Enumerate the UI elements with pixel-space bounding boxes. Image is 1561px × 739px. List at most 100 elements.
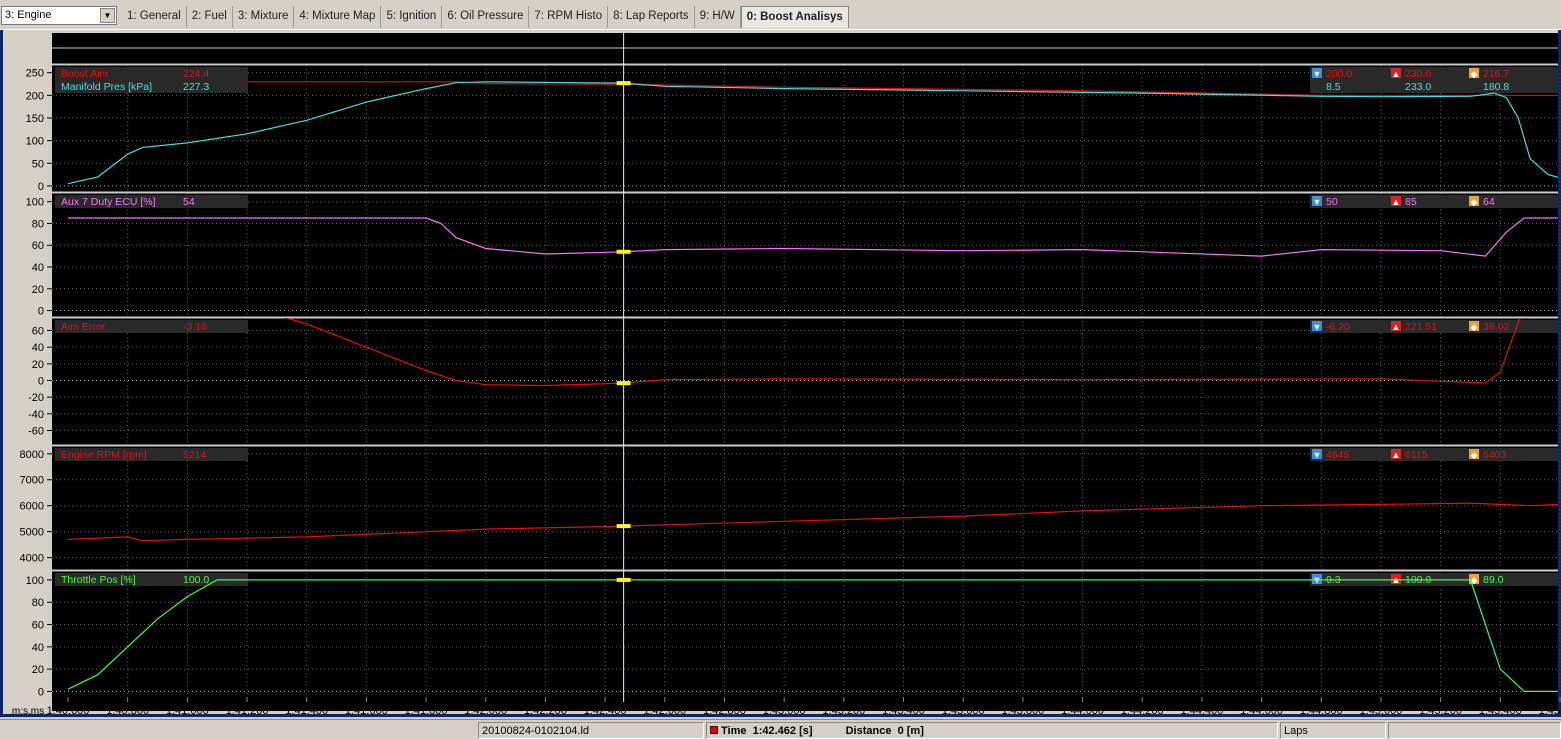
x-tick-label: 1:42.200 [524, 705, 567, 717]
tab-10[interactable]: 0: Boost Analisys [740, 6, 849, 28]
x-tick-label: 1:45.200 [1419, 705, 1462, 717]
stats-box [1310, 448, 1558, 461]
x-tick-label: 1:42.000 [464, 705, 507, 717]
y-tick-label: 50 [32, 158, 44, 170]
y-tick-label: 60 [32, 326, 44, 338]
avg-icon: ◆ [1471, 322, 1478, 332]
legend-box [55, 448, 248, 461]
stats-box [1310, 80, 1558, 93]
chevron-down-icon[interactable]: ▼ [100, 8, 115, 23]
tab-7[interactable]: 7: RPM Histo [529, 6, 609, 28]
min-icon: ▼ [1313, 69, 1322, 79]
x-tick-label: 1:43.000 [763, 705, 806, 717]
y-tick-label: 20 [32, 359, 44, 371]
series-name: Engine RPM [rpm] [61, 449, 147, 461]
y-tick-label: 0 [38, 376, 44, 388]
y-tick-label: 100 [26, 197, 44, 209]
tab-6[interactable]: 6: Oil Pressure [442, 6, 530, 28]
min-icon: ▼ [1313, 450, 1322, 460]
y-tick-label: 40 [32, 642, 44, 654]
tab-8[interactable]: 8: Lap Reports [608, 6, 695, 28]
max-icon: ▲ [1392, 69, 1401, 79]
y-tick-label: 4000 [20, 553, 44, 565]
y-tick-label: 5000 [20, 527, 44, 539]
tab-9[interactable]: 9: H/W [695, 6, 741, 28]
tab-5[interactable]: 5: Ignition [381, 6, 443, 28]
max-icon [1391, 574, 1401, 584]
series-line [67, 502, 1558, 542]
x-tick-label: 1:44.600 [1240, 705, 1283, 717]
max-icon [1391, 321, 1401, 331]
y-tick-label: 150 [26, 113, 44, 125]
min-icon [1312, 449, 1322, 459]
tab-4[interactable]: 4: Mixture Map [294, 6, 382, 28]
y-tick-label: -20 [28, 392, 44, 404]
series-avg: 5403 [1483, 449, 1507, 461]
tab-2[interactable]: 2: Fuel [187, 6, 233, 28]
x-tick-label: 1:41.200 [226, 705, 269, 717]
series-line [284, 318, 1521, 387]
series-max: 85 [1405, 196, 1417, 208]
x-tick-label: 1:41.600 [345, 705, 388, 717]
min-icon [1312, 196, 1322, 206]
x-tick-label: 1:44.200 [1121, 705, 1164, 717]
y-tick-label: 20 [32, 664, 44, 676]
x-tick-label: 1:45.000 [1360, 705, 1403, 717]
legend-box [55, 67, 248, 80]
tab-3[interactable]: 3: Mixture [233, 6, 295, 28]
x-tick-label: 1:43.200 [822, 705, 865, 717]
y-tick-label: 20 [32, 284, 44, 296]
x-tick-label: 1:43.800 [1001, 705, 1044, 717]
x-tick-label: 1:43.600 [942, 705, 985, 717]
y-tick-label: 0 [38, 181, 44, 193]
stats-box [1310, 320, 1558, 333]
min-icon [1312, 68, 1322, 78]
time-label: Time [721, 725, 747, 737]
x-tick-label: 1:45.600 [1539, 705, 1561, 717]
x-tick-label: 1:41.800 [405, 705, 448, 717]
series-min: 50 [1326, 196, 1338, 208]
y-tick-label: 8000 [20, 449, 44, 461]
min-icon [1312, 574, 1322, 584]
tab-1[interactable]: 1: General [122, 6, 187, 28]
series-min: 8.5 [1326, 81, 1341, 93]
avg-icon [1469, 574, 1479, 584]
series-min: 200.0 [1326, 68, 1352, 80]
toolbar: 3: Engine ▼ 1: General 2: Fuel 3: Mixture 4:… [0, 0, 1561, 30]
legend-box [55, 573, 248, 586]
y-tick-label: 0 [38, 686, 44, 698]
avg-icon: ◆ [1471, 575, 1478, 585]
series-line [68, 217, 1558, 257]
worksheet-select[interactable]: 3: Engine ▼ [1, 6, 117, 25]
x-tick-label: 1:40.600 [47, 705, 90, 717]
series-cursor-value: 100.0 [183, 574, 209, 586]
cursor-readout: Time 1:42.462 [s] Distance 0 [m] [706, 722, 1278, 739]
avg-icon [1469, 196, 1479, 206]
avg-icon [1469, 68, 1479, 78]
series-avg: 36.02 [1483, 321, 1509, 333]
x-tick-label: 1:44.800 [1300, 705, 1343, 717]
y-tick-label: -40 [28, 409, 44, 421]
y-tick-label: 100 [26, 575, 44, 587]
series-name: Aim Error [61, 321, 106, 333]
x-tick-label: 1:42.400 [584, 705, 627, 717]
avg-icon: ◆ [1471, 197, 1478, 207]
series-name: Aux 7 Duty ECU [%] [61, 196, 156, 208]
avg-icon [1469, 321, 1479, 331]
x-tick-label: 1:41.400 [285, 705, 328, 717]
series-name: Throttle Pos [%] [61, 574, 136, 586]
y-tick-label: 6000 [20, 501, 44, 513]
series-max: 233.0 [1405, 81, 1431, 93]
y-tick-label: 7000 [20, 475, 44, 487]
stats-box [1310, 67, 1558, 80]
series-min: 4645 [1326, 449, 1350, 461]
time-value: 1:42.462 [s] [752, 725, 813, 737]
x-tick-label: 1:42.800 [703, 705, 746, 717]
series-line [67, 579, 1558, 693]
min-icon: ▼ [1313, 197, 1322, 207]
max-icon [1391, 196, 1401, 206]
time-plot[interactable]: 1:40.600 1:40.800 1:41.000 1:41.200 1:41.400… [0, 30, 1561, 720]
series-avg: 216.7 [1483, 68, 1509, 80]
x-tick-label: 1:40.800 [106, 705, 149, 717]
x-tick-label: 1:43.400 [882, 705, 925, 717]
